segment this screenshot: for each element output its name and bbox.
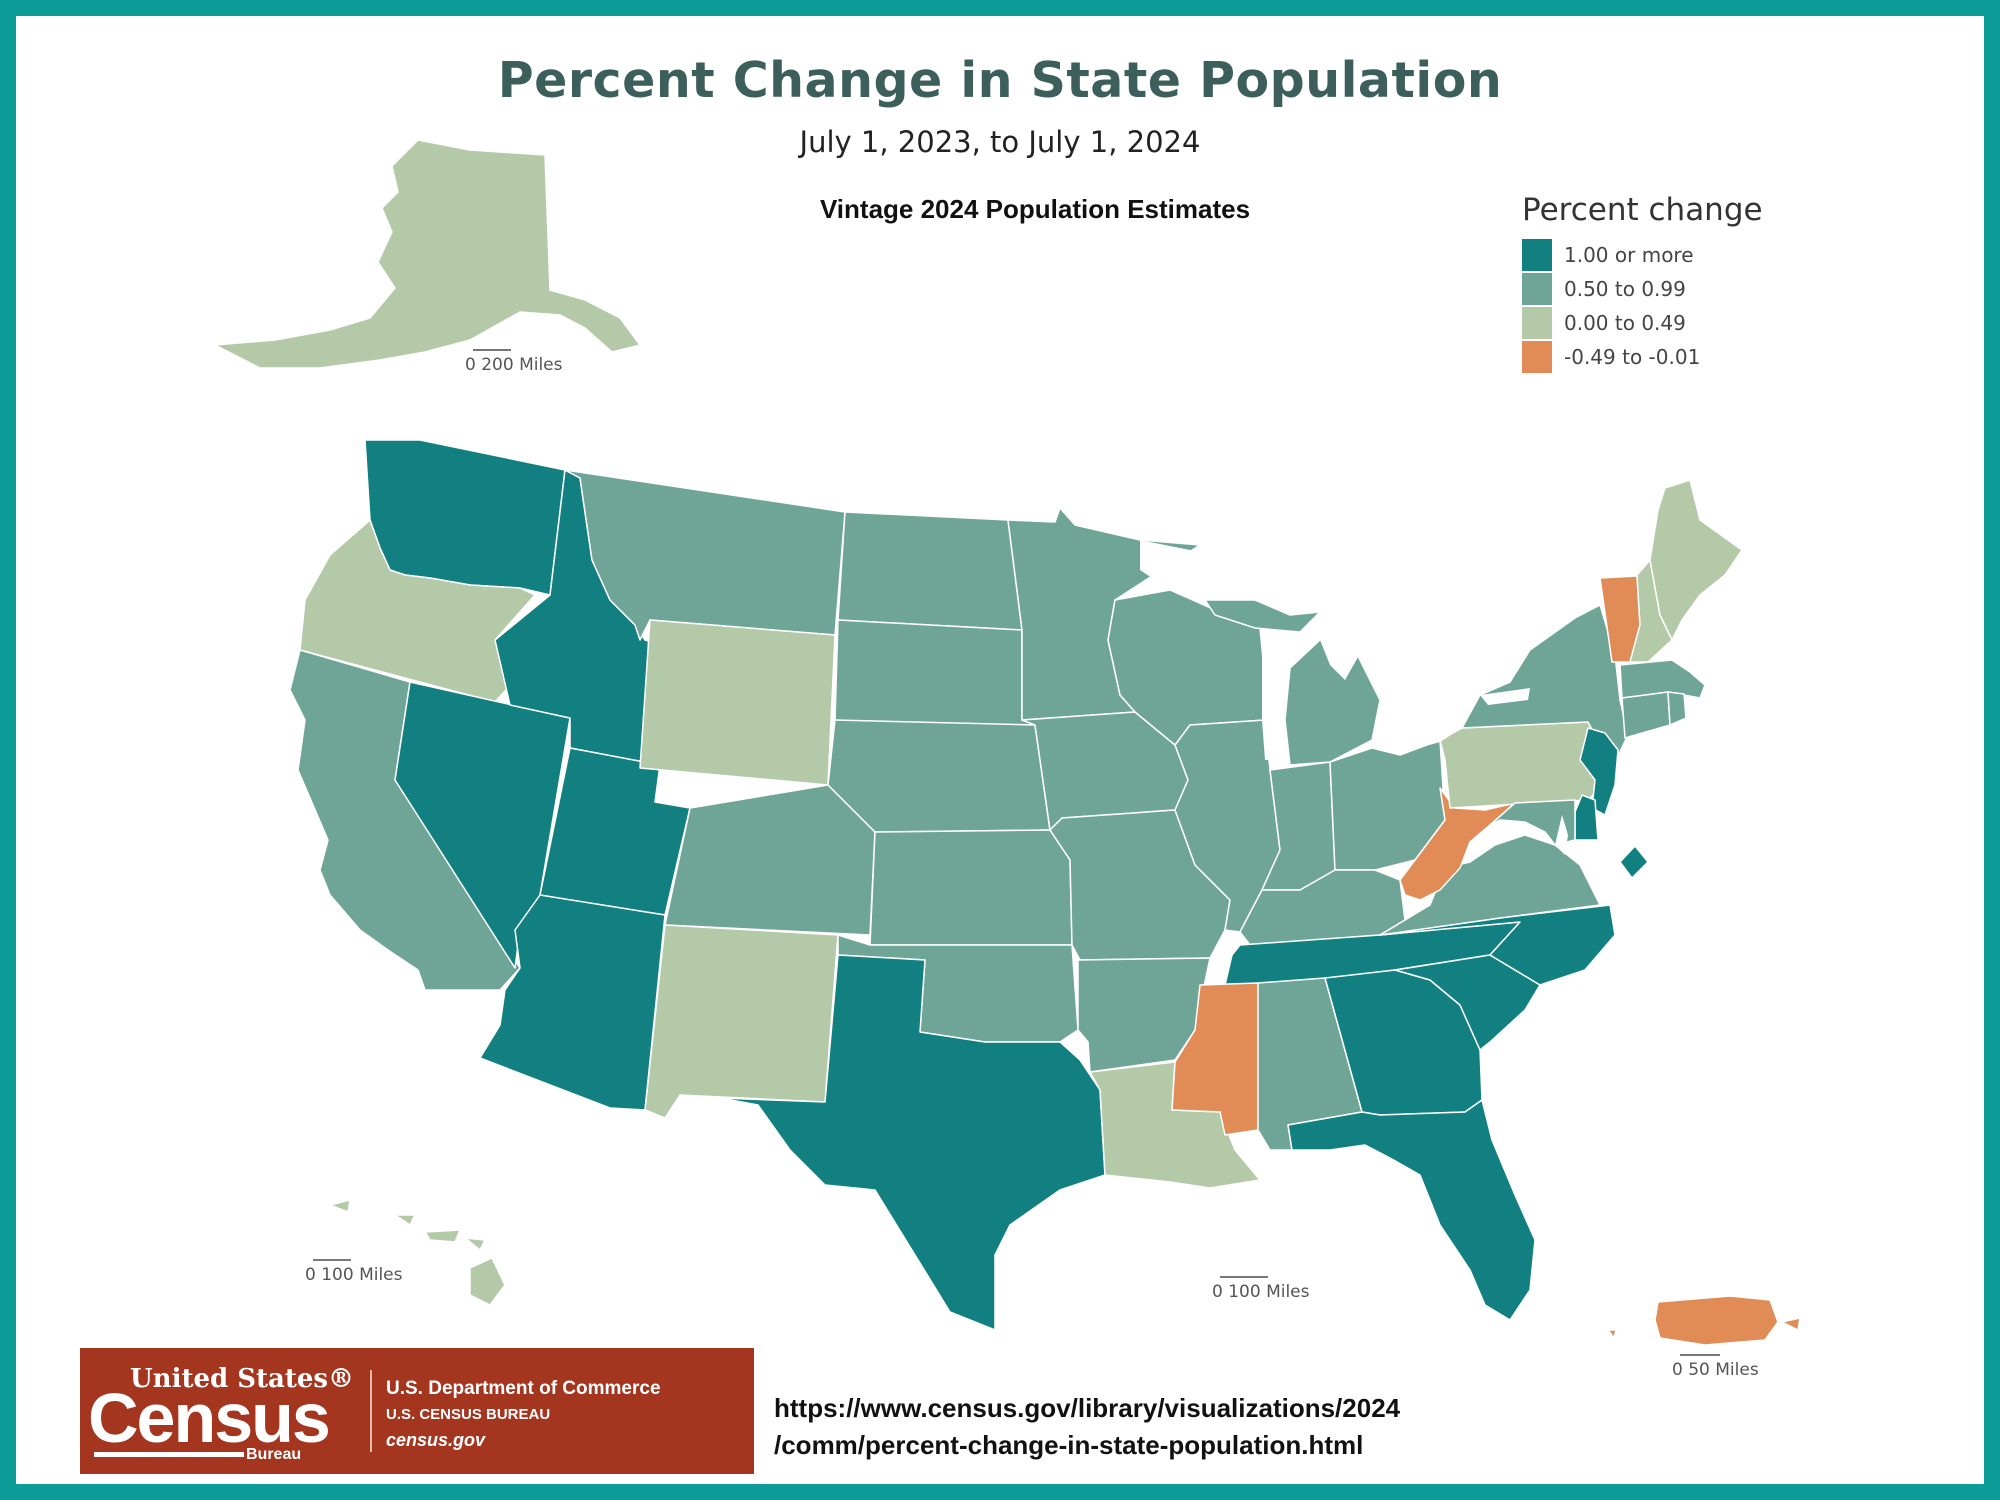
conus-scale-bar: 0 100 Miles <box>1212 1276 1310 1302</box>
lake-michigan <box>1262 638 1290 760</box>
chesapeake-bay <box>1555 815 1568 855</box>
state-ME[interactable] <box>1649 479 1743 641</box>
census-bureau-logo[interactable]: United States® Census Bureau U.S. Depart… <box>80 1348 754 1474</box>
map-subtitle: July 1, 2023, to July 1, 2024 <box>799 125 1201 159</box>
state-DC[interactable] <box>1619 845 1649 879</box>
state-ND[interactable] <box>837 511 1023 631</box>
vintage-label: Vintage 2024 Population Estimates <box>819 194 1251 224</box>
logo-underline <box>94 1452 244 1457</box>
legend-swatch <box>1522 273 1552 305</box>
state-OR[interactable] <box>299 519 536 703</box>
lake-erie <box>1398 705 1470 752</box>
logo-divider <box>370 1370 372 1452</box>
legend-label: 0.50 to 0.99 <box>1564 277 1686 301</box>
state-NJ[interactable] <box>1579 727 1619 816</box>
state-CO[interactable] <box>664 784 876 936</box>
legend-item: 1.00 or more <box>1522 238 1763 272</box>
state-KY[interactable] <box>1239 869 1406 946</box>
state-AR[interactable] <box>1077 957 1211 1073</box>
state-MD[interactable] <box>1489 799 1576 846</box>
state-NM[interactable] <box>644 924 839 1119</box>
alaska-scale-label: 0 200 Miles <box>465 355 563 375</box>
hawaii-scale-bar: 0 100 Miles <box>305 1259 403 1285</box>
state-TX[interactable] <box>719 954 1106 1331</box>
logo-department: U.S. Department of Commerce <box>386 1378 661 1399</box>
conus-scale-label: 0 100 Miles <box>1212 1282 1310 1302</box>
state-KS[interactable] <box>869 829 1073 946</box>
legend-swatch <box>1522 341 1552 373</box>
source-url-line1: https://www.census.gov/library/visualiza… <box>774 1393 1401 1423</box>
legend-label: -0.49 to -0.01 <box>1564 345 1701 369</box>
legend: Percent change 1.00 or more 0.50 to 0.99… <box>1522 192 1763 374</box>
state-UT[interactable] <box>539 747 691 916</box>
state-MI-upper[interactable] <box>1204 599 1321 633</box>
state-RI[interactable] <box>1667 691 1687 726</box>
state-MT[interactable] <box>564 469 846 641</box>
legend-label: 0.00 to 0.49 <box>1564 311 1686 335</box>
state-AK[interactable] <box>214 139 641 369</box>
logo-bureau-line: U.S. CENSUS BUREAU <box>386 1406 551 1423</box>
puerto-rico-scale-label: 0 50 Miles <box>1672 1360 1759 1380</box>
source-url[interactable]: https://www.census.gov/library/visualiza… <box>774 1390 1400 1464</box>
state-WY[interactable] <box>639 619 836 786</box>
legend-swatch <box>1522 307 1552 339</box>
logo-united-states: United States® <box>130 1364 355 1394</box>
state-DE[interactable] <box>1574 794 1599 841</box>
lake-huron <box>1320 612 1362 680</box>
hawaii-scale-label: 0 100 Miles <box>305 1265 403 1285</box>
legend-item: 0.00 to 0.49 <box>1522 306 1763 340</box>
logo-census-wordmark: Census <box>88 1379 331 1457</box>
state-CT[interactable] <box>1621 691 1671 739</box>
legend-label: 1.00 or more <box>1564 243 1694 267</box>
legend-item: 0.50 to 0.99 <box>1522 272 1763 306</box>
state-PR[interactable] <box>1607 1295 1801 1346</box>
puerto-rico-scale-bar: 0 50 Miles <box>1672 1354 1759 1380</box>
map-title: Percent Change in State Population <box>497 52 1503 109</box>
logo-bureau: Bureau <box>246 1446 302 1463</box>
state-NE[interactable] <box>827 719 1051 833</box>
source-url-line2: /comm/percent-change-in-state-population… <box>774 1430 1364 1460</box>
lake-superior <box>1140 540 1270 600</box>
state-FL[interactable] <box>1287 1099 1536 1321</box>
state-HI[interactable] <box>329 1199 506 1306</box>
legend-item: -0.49 to -0.01 <box>1522 340 1763 374</box>
state-SD[interactable] <box>834 619 1036 726</box>
lake-ontario <box>1480 688 1530 705</box>
state-VA[interactable] <box>1379 834 1601 936</box>
legend-title: Percent change <box>1522 192 1763 228</box>
legend-swatch <box>1522 239 1552 271</box>
logo-site: census.gov <box>386 1430 486 1450</box>
alaska-scale-bar: 0 200 Miles <box>465 349 563 375</box>
